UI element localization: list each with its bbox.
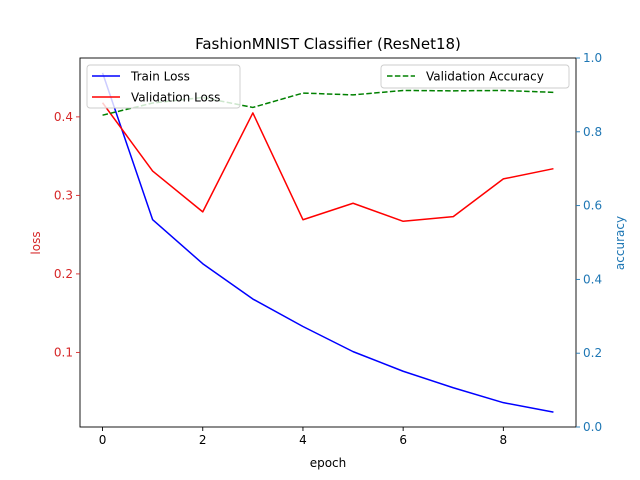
x-axis-label: epoch xyxy=(310,456,347,470)
y-axis-left: 0.1 0.2 0.3 0.4 xyxy=(54,110,80,359)
series-line-validation-loss xyxy=(101,102,554,223)
y-left-tick-label: 0.1 xyxy=(54,345,73,359)
y-right-tick-label: 0.2 xyxy=(583,346,602,360)
legend-label: Train Loss xyxy=(130,70,190,84)
y-right-tick-label: 0.8 xyxy=(583,125,602,139)
plot-background xyxy=(80,58,576,427)
x-axis: 0 2 4 6 8 xyxy=(99,427,507,447)
y-left-tick-label: 0.4 xyxy=(54,110,73,124)
y-right-tick-label: 0.4 xyxy=(583,272,602,286)
plot-area xyxy=(80,58,576,427)
legend-left: Train Loss Validation Loss xyxy=(86,64,241,109)
plot-frame xyxy=(79,57,577,428)
x-tick-label: 0 xyxy=(99,433,107,447)
plot-border xyxy=(79,57,577,428)
legend-right-box xyxy=(380,64,570,89)
y-axis-right-label: accuracy xyxy=(613,216,627,270)
legend-right: Validation Accuracy xyxy=(380,64,570,89)
y-left-tick-label: 0.3 xyxy=(54,188,73,202)
y-right-tick-label: 0.0 xyxy=(583,420,602,434)
chart-title: FashionMNIST Classifier (ResNet18) xyxy=(195,35,461,53)
y-axis-right: 0.0 0.2 0.4 0.6 0.8 1.0 xyxy=(576,51,602,434)
y-axis-left-label: loss xyxy=(29,231,43,254)
x-tick-label: 6 xyxy=(399,433,407,447)
x-tick-label: 8 xyxy=(500,433,508,447)
legend-label: Validation Accuracy xyxy=(426,70,544,84)
x-tick-label: 4 xyxy=(299,433,307,447)
series-line-validation-accuracy xyxy=(102,89,554,116)
y-right-tick-label: 1.0 xyxy=(583,51,602,65)
x-tick-label: 2 xyxy=(199,433,207,447)
legend-label: Validation Loss xyxy=(131,91,220,105)
legend-left-box xyxy=(86,64,241,109)
series-line-train-loss xyxy=(101,72,554,413)
series-lines xyxy=(101,72,554,413)
y-right-tick-label: 0.6 xyxy=(583,199,602,213)
y-left-tick-label: 0.2 xyxy=(54,267,73,281)
